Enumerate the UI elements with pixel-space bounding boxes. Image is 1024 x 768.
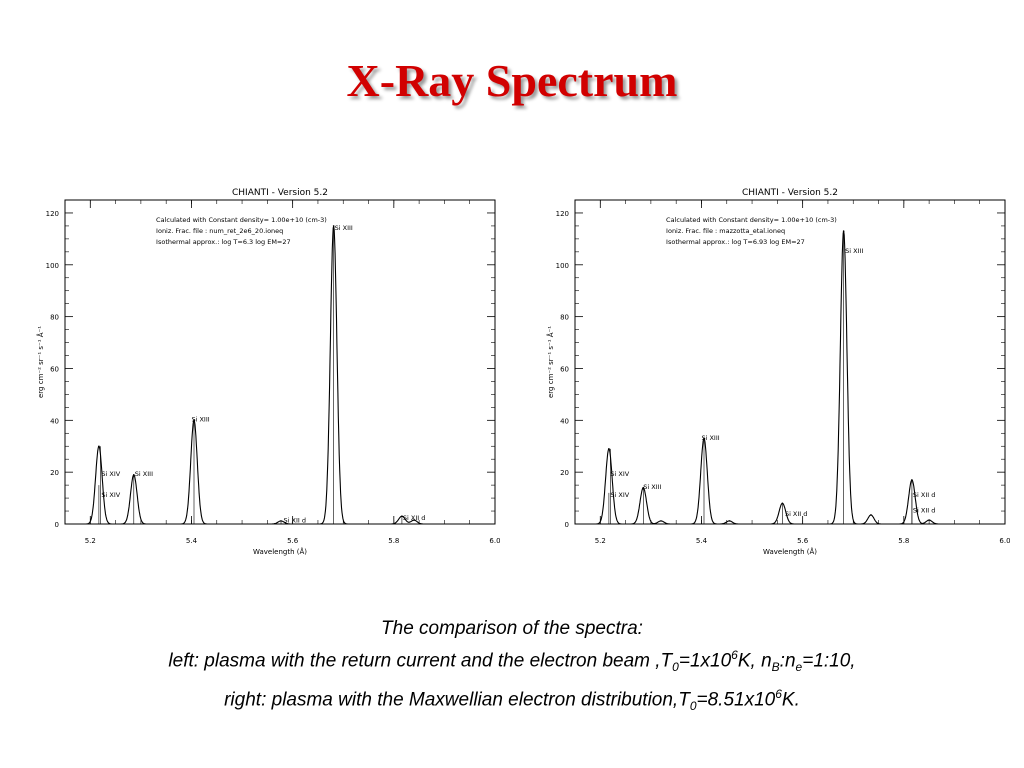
line-label: Si XII d xyxy=(785,510,807,518)
caption-subscript: 0 xyxy=(672,660,679,675)
caption-text: =8.51x10 xyxy=(696,689,776,711)
peak-point xyxy=(413,519,415,521)
y-tick-label: 40 xyxy=(560,417,569,425)
y-tick-label: 40 xyxy=(50,417,59,425)
y-tick-label: 20 xyxy=(50,469,59,477)
y-tick-label: 80 xyxy=(560,314,569,322)
caption-text: right: plasma with the Maxwellian electr… xyxy=(224,689,690,711)
info-line: Ioniz. Frac. file : num_ret_2e6_20.ioneq xyxy=(156,227,283,235)
line-label: Si XIII xyxy=(643,483,661,491)
plot-frame xyxy=(574,199,1006,525)
y-tick-label: 60 xyxy=(560,365,569,373)
slide-title: X-Ray Spectrum xyxy=(346,55,678,106)
caption-superscript: 6 xyxy=(775,687,782,702)
caption-text: K, n xyxy=(737,650,772,672)
y-tick-label: 0 xyxy=(565,521,569,529)
caption-line-3: right: plasma with the Maxwellian electr… xyxy=(0,681,1024,720)
spectrum-chart-right: CHIANTI - Version 5.2 5.2 5.4 5.6 5.8 6.0 0 20 4… xyxy=(545,182,1010,567)
caption-subscript: B xyxy=(771,660,780,675)
x-tick-label: 6.0 xyxy=(999,537,1010,545)
peak-point xyxy=(842,230,845,232)
y-tick-label: 0 xyxy=(55,521,59,529)
caption-subscript: e xyxy=(795,660,803,675)
caption-text: :n xyxy=(779,650,796,672)
y-tick-label: 100 xyxy=(556,262,569,270)
line-label: Si XII d xyxy=(913,491,935,499)
line-label: Si XII d xyxy=(284,517,306,525)
chart-title: CHIANTI - Version 5.2 xyxy=(742,188,838,198)
chart-svg-left: CHIANTI - Version 5.2 5.2 5.4 5.6 5.8 6.0 0 20 4… xyxy=(36,188,500,556)
x-axis-label: Wavelength (Å) xyxy=(763,547,817,556)
caption-text: =1:10, xyxy=(802,650,856,672)
spectrum-line xyxy=(70,225,485,525)
caption-line-1: The comparison of the spectra: xyxy=(381,618,643,639)
peak-point xyxy=(660,520,662,522)
x-tick-label: 5.4 xyxy=(696,537,708,545)
caption-text: left: plasma with the return current and… xyxy=(168,650,673,672)
y-axis-label: erg cm⁻² sr⁻¹ s⁻¹ Å⁻¹ xyxy=(36,326,45,398)
y-tick-label: 60 xyxy=(50,365,59,373)
info-line: Ioniz. Frac. file : mazzotta_etal.ioneq xyxy=(666,227,785,235)
line-label: Si XIII xyxy=(845,247,863,255)
x-tick-label: 5.2 xyxy=(85,537,96,545)
caption-text: K. xyxy=(781,689,800,711)
caption-line-2: left: plasma with the return current and… xyxy=(0,642,1024,681)
y-axis-label: erg cm⁻² sr⁻¹ s⁻¹ Å⁻¹ xyxy=(546,326,555,398)
caption: The comparison of the spectra: left: pla… xyxy=(0,615,1024,720)
x-tick-label: 5.2 xyxy=(595,537,606,545)
peak-point xyxy=(608,448,610,450)
y-tick-label: 120 xyxy=(556,210,569,218)
x-tick-label: 5.8 xyxy=(388,537,399,545)
info-line: Calculated with Constant density= 1.00e+… xyxy=(666,216,837,224)
peak-point xyxy=(98,445,100,448)
y-tick-label: 100 xyxy=(46,262,59,270)
caption-superscript: 6 xyxy=(731,648,738,662)
line-label: Si XIII xyxy=(335,224,353,232)
peak-point xyxy=(870,514,872,516)
chart-title: CHIANTI - Version 5.2 xyxy=(232,188,328,198)
chart-svg-right: CHIANTI - Version 5.2 5.2 5.4 5.6 5.8 6.0 0 20 4… xyxy=(546,188,1010,556)
info-line: Isothermal approx.: log T=6.93 log EM=27 xyxy=(666,238,805,246)
x-tick-label: 6.0 xyxy=(489,537,500,545)
line-label: Si XIII xyxy=(191,416,209,424)
x-axis-label: Wavelength (Å) xyxy=(253,547,307,556)
info-line: Calculated with Constant density= 1.00e+… xyxy=(156,216,327,224)
peak-point xyxy=(928,519,930,521)
y-tick-label: 80 xyxy=(50,314,59,322)
y-tick-label: 120 xyxy=(46,210,59,218)
spectrum-chart-left: CHIANTI - Version 5.2 5.2 5.4 5.6 5.8 6.0 0 20 4… xyxy=(35,182,500,567)
caption-subscript: 0 xyxy=(689,699,697,714)
peak-point xyxy=(728,520,731,522)
x-tick-label: 5.6 xyxy=(797,537,809,545)
line-label: Si XII d xyxy=(913,506,935,514)
line-label: Si XIV xyxy=(101,491,120,499)
x-tick-label: 5.6 xyxy=(287,537,299,545)
line-label: Si XIII xyxy=(701,434,719,442)
line-label: Si XIV xyxy=(610,491,629,499)
x-tick-label: 5.4 xyxy=(186,537,198,545)
line-label: Si XIV xyxy=(610,470,629,478)
line-label: Si XIV xyxy=(101,470,120,478)
line-label: Si XIII xyxy=(135,470,153,478)
plot-frame xyxy=(64,199,496,525)
caption-text: =1x10 xyxy=(678,650,732,672)
spectrum-line xyxy=(580,231,995,525)
info-line: Isothermal approx.: log T=6.3 log EM=27 xyxy=(156,238,291,246)
y-tick-label: 20 xyxy=(560,469,569,477)
x-tick-label: 5.8 xyxy=(898,537,909,545)
line-label: Si XII d xyxy=(403,514,425,522)
